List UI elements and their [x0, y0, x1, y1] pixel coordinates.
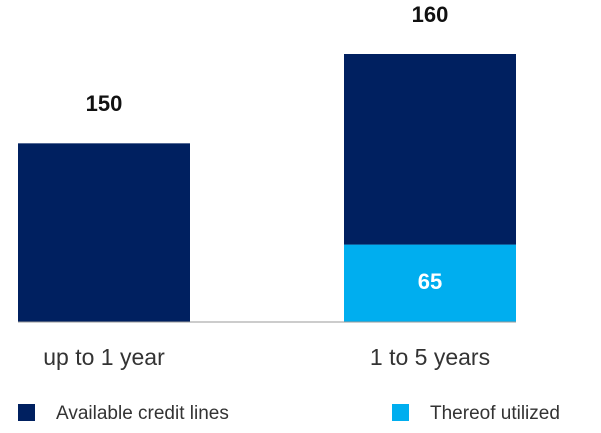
legend-swatch — [18, 404, 35, 421]
legend-label: Available credit lines — [56, 403, 229, 424]
bar-segment — [344, 244, 516, 322]
bar-segment — [18, 143, 190, 322]
legend-label: Thereof utilized — [430, 403, 560, 424]
x-tick-label: 1 to 5 years — [370, 344, 490, 370]
data-label: 65 — [418, 269, 442, 294]
data-label: 150 — [86, 91, 123, 116]
data-label: 160 — [412, 2, 449, 27]
bar-segment — [344, 54, 516, 245]
x-tick-label: up to 1 year — [43, 344, 165, 370]
legend-swatch — [392, 404, 409, 421]
